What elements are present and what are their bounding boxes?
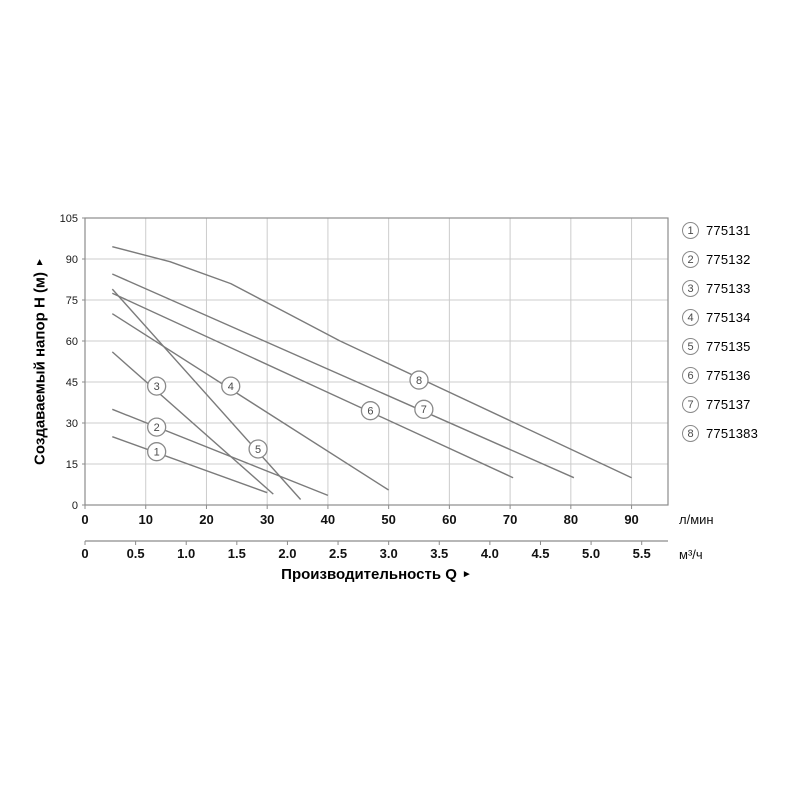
legend-index-badge: 1	[682, 222, 699, 239]
x-tick-label-m3h: 3.5	[430, 546, 448, 561]
x-tick-label-lmin: 20	[199, 512, 213, 527]
x-tick-label-m3h: 5.5	[633, 546, 651, 561]
curve-label-number: 7	[421, 404, 427, 416]
legend-index-badge: 3	[682, 280, 699, 297]
x-axis-title-text: Производительность Q	[281, 566, 457, 583]
y-tick-label: 90	[66, 254, 78, 266]
curve-label-circle	[248, 439, 268, 459]
legend-index-badge: 6	[682, 367, 699, 384]
curve-label-1: 1	[147, 442, 167, 462]
legend-model-number: 775133	[706, 281, 751, 296]
x-tick-label-m3h: 1.5	[228, 546, 246, 561]
x-tick-label-m3h: 4.5	[531, 546, 549, 561]
x-tick-label-m3h: 2.0	[278, 546, 296, 561]
x-tick-label-m3h: 4.0	[481, 546, 499, 561]
curve-label-number: 3	[154, 381, 160, 393]
curve-2	[112, 408, 329, 497]
x-tick-label-m3h: 0	[81, 546, 88, 561]
legend-model-number: 775132	[706, 252, 751, 267]
plot-border	[84, 217, 669, 506]
y-tick-label: 45	[66, 377, 78, 389]
y-tick-label: 75	[66, 295, 78, 307]
legend-item: 2 775132	[682, 251, 758, 268]
x-tick-label-lmin: 90	[624, 512, 638, 527]
x-tick-label-m3h: 2.5	[329, 546, 347, 561]
y-tick-label: 60	[66, 336, 78, 348]
curve-3	[111, 351, 274, 495]
y-axis-title-text: Создаваемый напор H (м)	[31, 271, 49, 465]
legend-model-number: 7751383	[706, 426, 759, 441]
x-tick-label-lmin: 30	[260, 512, 274, 527]
y-tick-label: 0	[72, 500, 78, 512]
curve-label-circle	[414, 399, 434, 419]
x-tick-label-lmin: 70	[503, 512, 517, 527]
x-tick-label-lmin: 0	[81, 512, 88, 527]
curve-label-7: 7	[414, 399, 434, 419]
curve-label-6: 6	[360, 401, 381, 421]
y-tick-label: 15	[66, 459, 78, 471]
legend-item: 4 775134	[682, 309, 758, 326]
legend-model-number: 775136	[706, 368, 751, 383]
x-tick-label-m3h: 0.5	[127, 546, 145, 561]
x-tick-label-lmin: 60	[442, 512, 456, 527]
legend-item: 7 775137	[682, 396, 758, 413]
y-tick-label: 105	[60, 213, 78, 225]
legend-model-number: 775135	[706, 339, 751, 354]
legend-index-badge: 8	[682, 425, 699, 442]
curve-label-number: 2	[154, 422, 160, 434]
curve-7	[112, 273, 575, 479]
curve-label-circle	[147, 376, 167, 396]
legend-item: 5 775135	[682, 338, 758, 355]
y-tick-label: 30	[66, 418, 78, 430]
legend-index-badge: 4	[682, 309, 699, 326]
curve-6	[112, 292, 514, 479]
curve-label-4: 4	[221, 376, 241, 396]
curve-1	[112, 436, 268, 494]
curve-5	[111, 288, 302, 500]
curve-label-number: 4	[228, 381, 234, 393]
x-tick-label-lmin: 40	[321, 512, 335, 527]
curve-label-number: 5	[255, 444, 261, 456]
legend-item: 6 775136	[682, 367, 758, 384]
x-tick-label-lmin: 80	[564, 512, 578, 527]
x-tick-label-lmin: 50	[381, 512, 395, 527]
curve-8	[112, 246, 632, 479]
x-tick-label-lmin: 10	[138, 512, 152, 527]
x-axis-title: Производительность Q ►	[85, 566, 668, 583]
curve-label-circle	[221, 376, 241, 396]
primary-unit-label: л/мин	[679, 512, 714, 527]
legend-model-number: 775137	[706, 397, 751, 412]
legend-item: 8 7751383	[682, 425, 758, 442]
curve-label-number: 1	[154, 447, 160, 459]
x-axis-arrow-icon: ►	[461, 569, 472, 580]
chart-legend: 1 775131 2 775132 3 775133 4 775134 5 775135 6 7751…	[682, 222, 758, 442]
legend-model-number: 775131	[706, 223, 751, 238]
x-tick-label-m3h: 3.0	[380, 546, 398, 561]
curve-label-circle	[360, 401, 381, 421]
curve-label-3: 3	[147, 376, 167, 396]
curve-label-5: 5	[248, 439, 268, 459]
legend-index-badge: 5	[682, 338, 699, 355]
curve-label-circle	[147, 442, 167, 462]
secondary-unit-label: м³/ч	[679, 547, 703, 562]
curve-label-number: 6	[367, 406, 373, 418]
legend-index-badge: 7	[682, 396, 699, 413]
x-tick-label-m3h: 1.0	[177, 546, 195, 561]
legend-item: 1 775131	[682, 222, 758, 239]
curve-4	[111, 313, 389, 491]
curve-label-8: 8	[409, 370, 429, 390]
curve-label-2: 2	[147, 417, 167, 437]
y-axis-title: Создаваемый напор H (м) ►	[32, 257, 49, 465]
curve-label-circle	[147, 417, 167, 437]
x-tick-label-m3h: 5.0	[582, 546, 600, 561]
legend-index-badge: 2	[682, 251, 699, 268]
curve-label-number: 8	[416, 375, 422, 387]
legend-model-number: 775134	[706, 310, 751, 325]
legend-item: 3 775133	[682, 280, 758, 297]
curve-label-circle	[409, 370, 429, 390]
y-axis-arrow-icon: ►	[34, 257, 46, 267]
